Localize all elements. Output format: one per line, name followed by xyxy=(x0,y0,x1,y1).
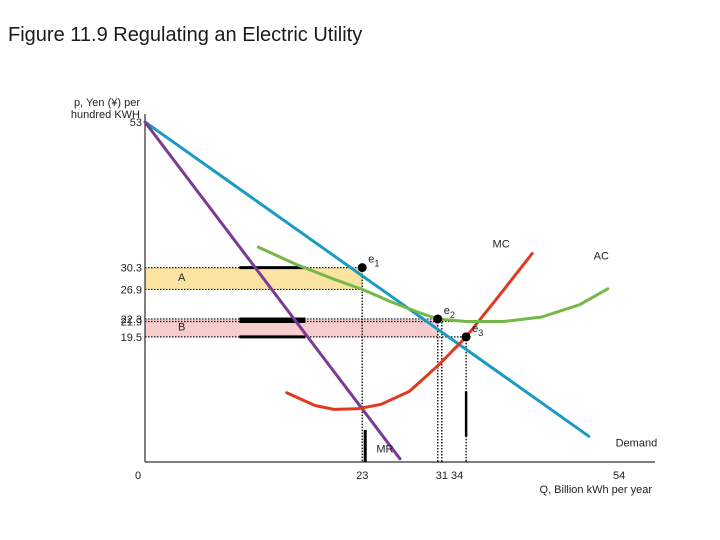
y-tick-53: 53 xyxy=(130,117,142,129)
x-tick-0: 0 xyxy=(135,470,141,482)
y-axis-label-line1: p, Yen (¥) per xyxy=(74,97,140,109)
area-A xyxy=(145,267,363,290)
mc-curve xyxy=(285,252,534,411)
y-tick-19-5: 19.5 xyxy=(121,332,142,344)
point-e1 xyxy=(357,263,367,273)
x-tick-23: 23 xyxy=(356,470,368,482)
point-e1-label: e1 xyxy=(368,254,379,269)
x-tick-54: 54 xyxy=(613,470,625,482)
ac-label: AC xyxy=(594,250,609,262)
demand-curve xyxy=(143,120,591,438)
y-tick-26-9: 26.9 xyxy=(121,284,142,296)
figure-title: Figure 11.9 Regulating an Electric Utili… xyxy=(8,24,363,46)
point-e3 xyxy=(461,332,471,342)
point-e2-label: e2 xyxy=(444,305,455,320)
area-B-label: B xyxy=(178,321,185,333)
y-tick-22-3: 22.3 xyxy=(121,314,142,326)
point-e2 xyxy=(433,314,443,324)
area-B xyxy=(145,318,438,337)
ac-curve xyxy=(256,245,610,323)
x-tick-31-34: 31 34 xyxy=(436,470,464,482)
mr-curve xyxy=(143,120,402,461)
y-axis-label-line2: hundred KWH xyxy=(71,109,140,121)
mc-label: MC xyxy=(493,239,510,251)
mr-label: MR xyxy=(376,443,393,455)
area-A-label: A xyxy=(178,272,186,284)
point-e3-label: e3 xyxy=(472,323,483,338)
y-tick-21-9: 21.9 xyxy=(121,317,142,329)
x-axis-label: Q, Billion kWh per year xyxy=(540,484,653,496)
y-tick-30-3: 30.3 xyxy=(121,263,142,275)
demand-label: Demand xyxy=(616,437,658,449)
